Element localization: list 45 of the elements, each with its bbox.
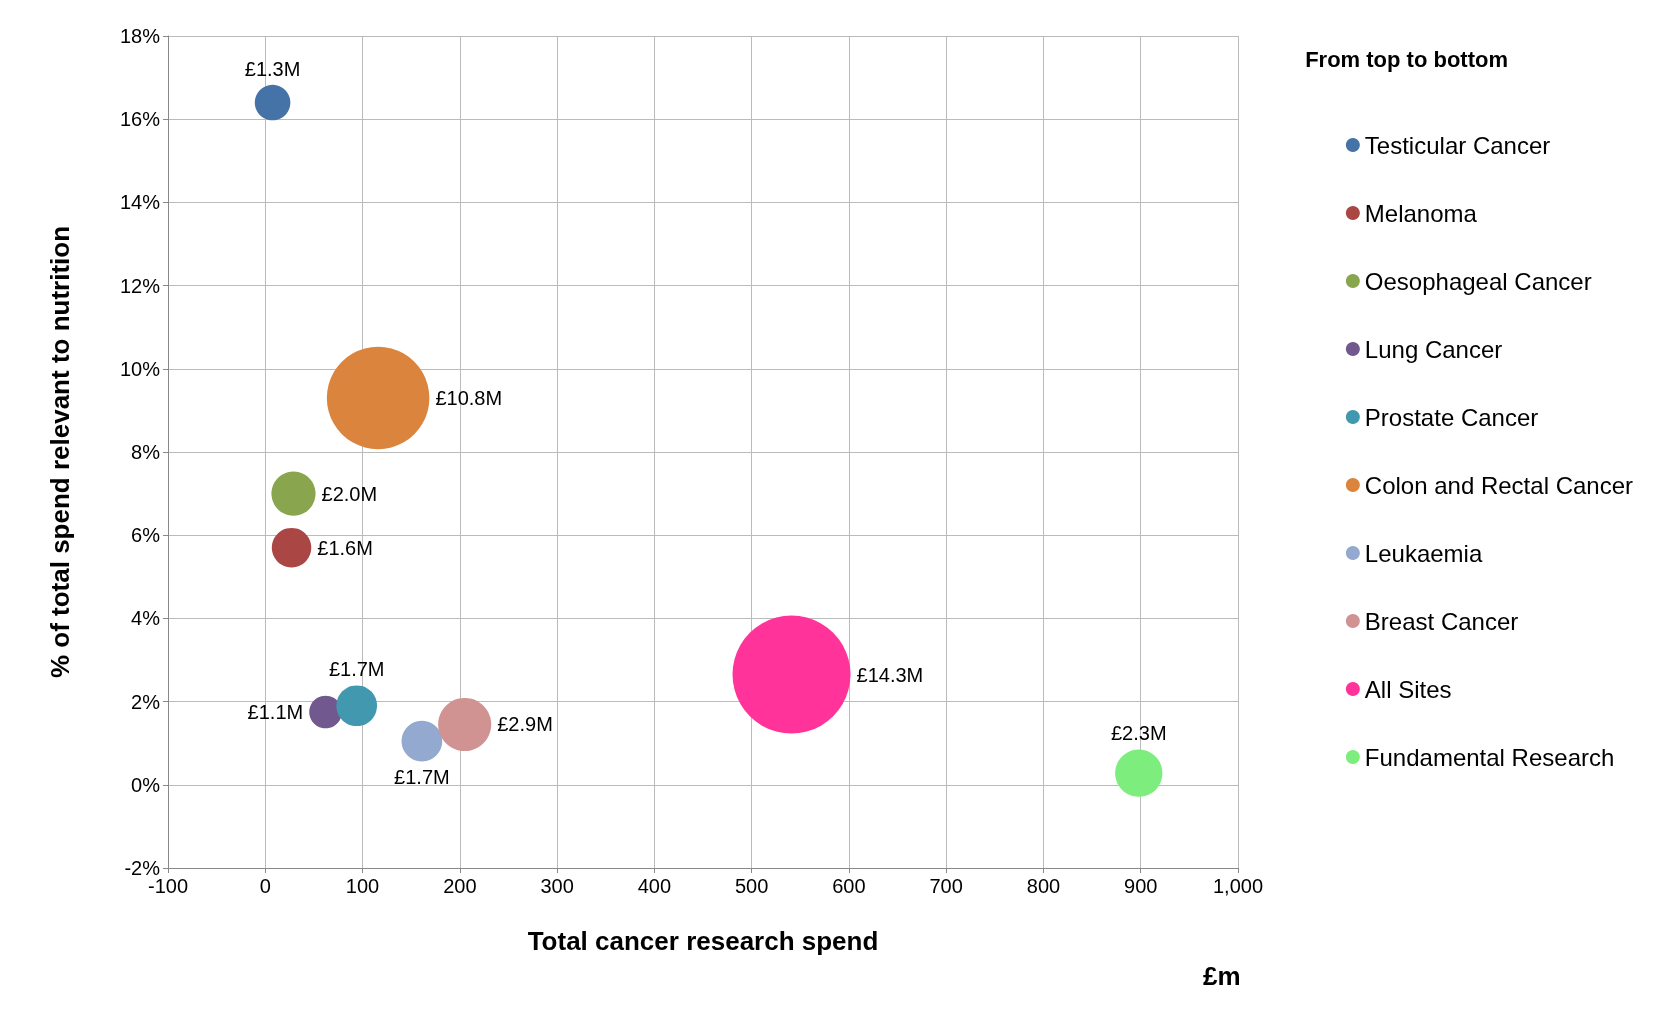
data-label: £1.3M [244,57,301,80]
legend-label: Breast Cancer [1364,607,1519,635]
data-label: £1.7M [328,658,385,681]
y-tick-label: 6% [131,524,161,547]
y-tick-label: 12% [119,274,161,297]
data-label: £1.1M [247,701,304,723]
y-tick-label: 4% [131,607,161,630]
legend-label: Oesophageal Cancer [1364,267,1592,295]
x-tick-label: 0 [259,875,271,897]
y-tick-label: 2% [131,690,161,713]
x-tick-label: 200 [443,875,477,897]
x-tick-label: 500 [734,875,769,897]
data-label: £2.9M [497,713,553,736]
data-label: £1.7M [394,766,450,789]
data-label: £14.3M [856,663,924,686]
x-tick-label: 900 [1124,875,1158,897]
legend-label: Prostate Cancer [1364,403,1539,431]
legend-label: Lung Cancer [1364,335,1503,363]
data-label: £2.3M [1110,722,1167,745]
y-tick-label: 18% [119,25,161,47]
x-tick-label: 400 [637,875,672,897]
x-tick-label: 800 [1026,875,1061,897]
x-axis-title: Total cancer research spend [527,926,879,956]
y-tick-label: 14% [119,191,161,214]
y-tick-label: 8% [131,441,161,463]
x-tick-label: 300 [540,875,574,897]
x-tick-label: 700 [929,875,963,897]
legend-title: From top to bottom [1305,46,1509,72]
legend-label: Melanoma [1364,199,1478,227]
y-tick-label: 10% [119,357,161,380]
legend-label: Leukaemia [1364,539,1483,567]
x-tick-label: 1,000 [1212,875,1264,897]
y-tick-label: 0% [131,773,161,796]
data-label: £2.0M [321,482,378,505]
y-axis-title: % of total spend relevant to nutrition [45,225,75,679]
data-label: £1.6M [317,536,373,559]
data-label: £10.8M [435,386,503,409]
text: £m [1203,961,1241,991]
legend-label: All Sites [1364,675,1452,703]
y-tick-label: 16% [119,108,161,131]
legend-label: Fundamental Research [1364,743,1615,771]
legend-label: Testicular Cancer [1364,131,1551,159]
x-tick-label: 100 [345,875,380,897]
legend-label: Colon and Rectal Cancer [1364,471,1634,499]
x-tick-label: 600 [832,875,866,897]
